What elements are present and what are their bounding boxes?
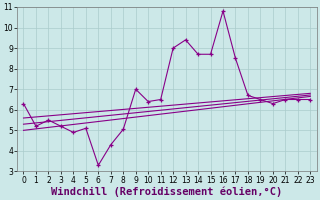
X-axis label: Windchill (Refroidissement éolien,°C): Windchill (Refroidissement éolien,°C)	[51, 186, 283, 197]
